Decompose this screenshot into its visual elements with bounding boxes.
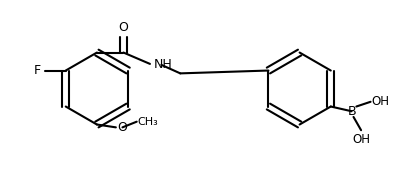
Text: CH₃: CH₃ [137, 117, 158, 127]
Text: OH: OH [371, 95, 388, 108]
Text: F: F [34, 64, 41, 77]
Text: NH: NH [153, 58, 172, 71]
Text: OH: OH [351, 133, 369, 146]
Text: O: O [117, 121, 126, 134]
Text: B: B [346, 105, 355, 118]
Text: O: O [118, 21, 128, 34]
